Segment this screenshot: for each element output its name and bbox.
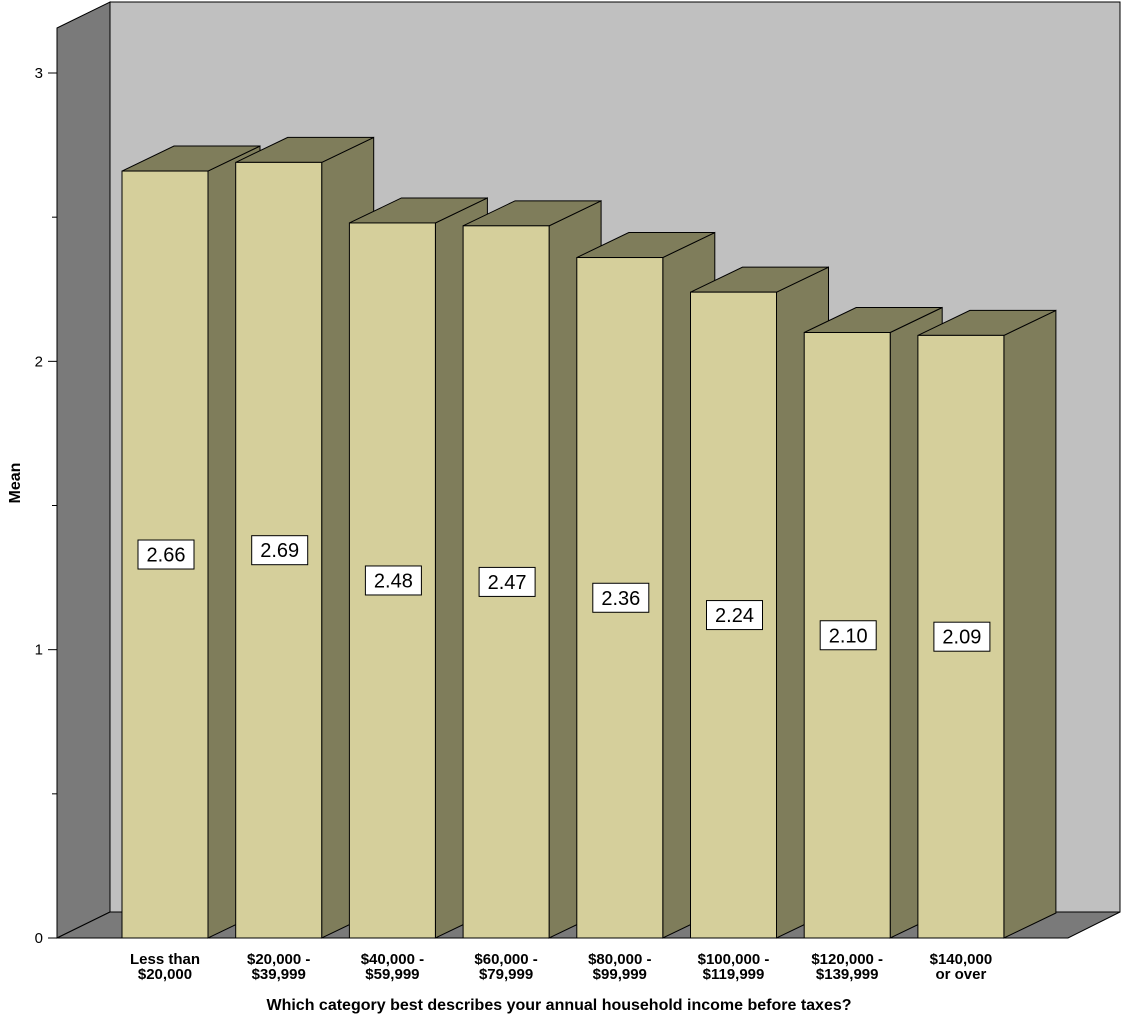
value-label: 2.69 bbox=[260, 540, 299, 562]
x-tick-label: $120,000 - bbox=[811, 951, 883, 968]
x-tick-label: $60,000 - bbox=[474, 951, 537, 968]
y-tick-label: 2 bbox=[35, 353, 43, 370]
value-label: 2.48 bbox=[374, 570, 413, 592]
x-tick-label: Less than bbox=[130, 951, 200, 968]
x-tick-label: $39,999 bbox=[252, 966, 306, 983]
value-label: 2.47 bbox=[488, 572, 527, 594]
value-label-box bbox=[251, 535, 309, 566]
value-label: 2.09 bbox=[942, 627, 981, 649]
y-axis: 0 1 2 3 bbox=[35, 28, 58, 947]
x-tick-label: $140,000 bbox=[930, 951, 993, 968]
value-label-box bbox=[478, 566, 536, 597]
value-label-box bbox=[364, 565, 422, 596]
x-tick-label: $119,999 bbox=[703, 966, 765, 983]
x-tick-label: or over bbox=[935, 966, 986, 983]
x-tick-label: $59,999 bbox=[365, 966, 419, 983]
bar-group: 2.09 bbox=[917, 309, 1057, 939]
x-tick-label: $100,000 - bbox=[698, 951, 770, 968]
y-tick-label: 3 bbox=[35, 65, 43, 82]
value-label-box bbox=[933, 621, 991, 652]
value-label-box bbox=[819, 620, 877, 651]
x-tick-label: $40,000 - bbox=[361, 951, 424, 968]
x-tick-label: $139,999 bbox=[816, 966, 879, 983]
value-label: 2.24 bbox=[715, 605, 754, 627]
value-label-box bbox=[137, 539, 195, 570]
x-tick-label: $99,999 bbox=[593, 966, 647, 983]
y-axis-title: Mean bbox=[7, 463, 24, 504]
x-tick-label: $80,000 - bbox=[588, 951, 651, 968]
value-label-box bbox=[592, 582, 650, 613]
value-label-box bbox=[706, 600, 763, 631]
value-label: 2.10 bbox=[829, 625, 868, 647]
x-tick-label: $79,999 bbox=[479, 966, 533, 983]
x-tick-label: $20,000 bbox=[138, 966, 192, 983]
y-tick-label: 0 bbox=[35, 930, 43, 947]
bars: 2.66 2.69 2.48 2.47 2.36 2.24 2.10 2.09 bbox=[121, 136, 1057, 939]
value-label: 2.66 bbox=[147, 545, 186, 567]
y-tick-label: 1 bbox=[35, 642, 43, 659]
bar-side bbox=[1003, 309, 1057, 939]
value-label: 2.36 bbox=[601, 588, 640, 610]
x-axis: Less than$20,000 $20,000 -$39,999 $40,000 … bbox=[57, 937, 1068, 983]
x-axis-title: Which category best describes your annua… bbox=[266, 997, 851, 1014]
x-tick-label: $20,000 - bbox=[247, 951, 310, 968]
side-wall bbox=[56, 1, 111, 939]
